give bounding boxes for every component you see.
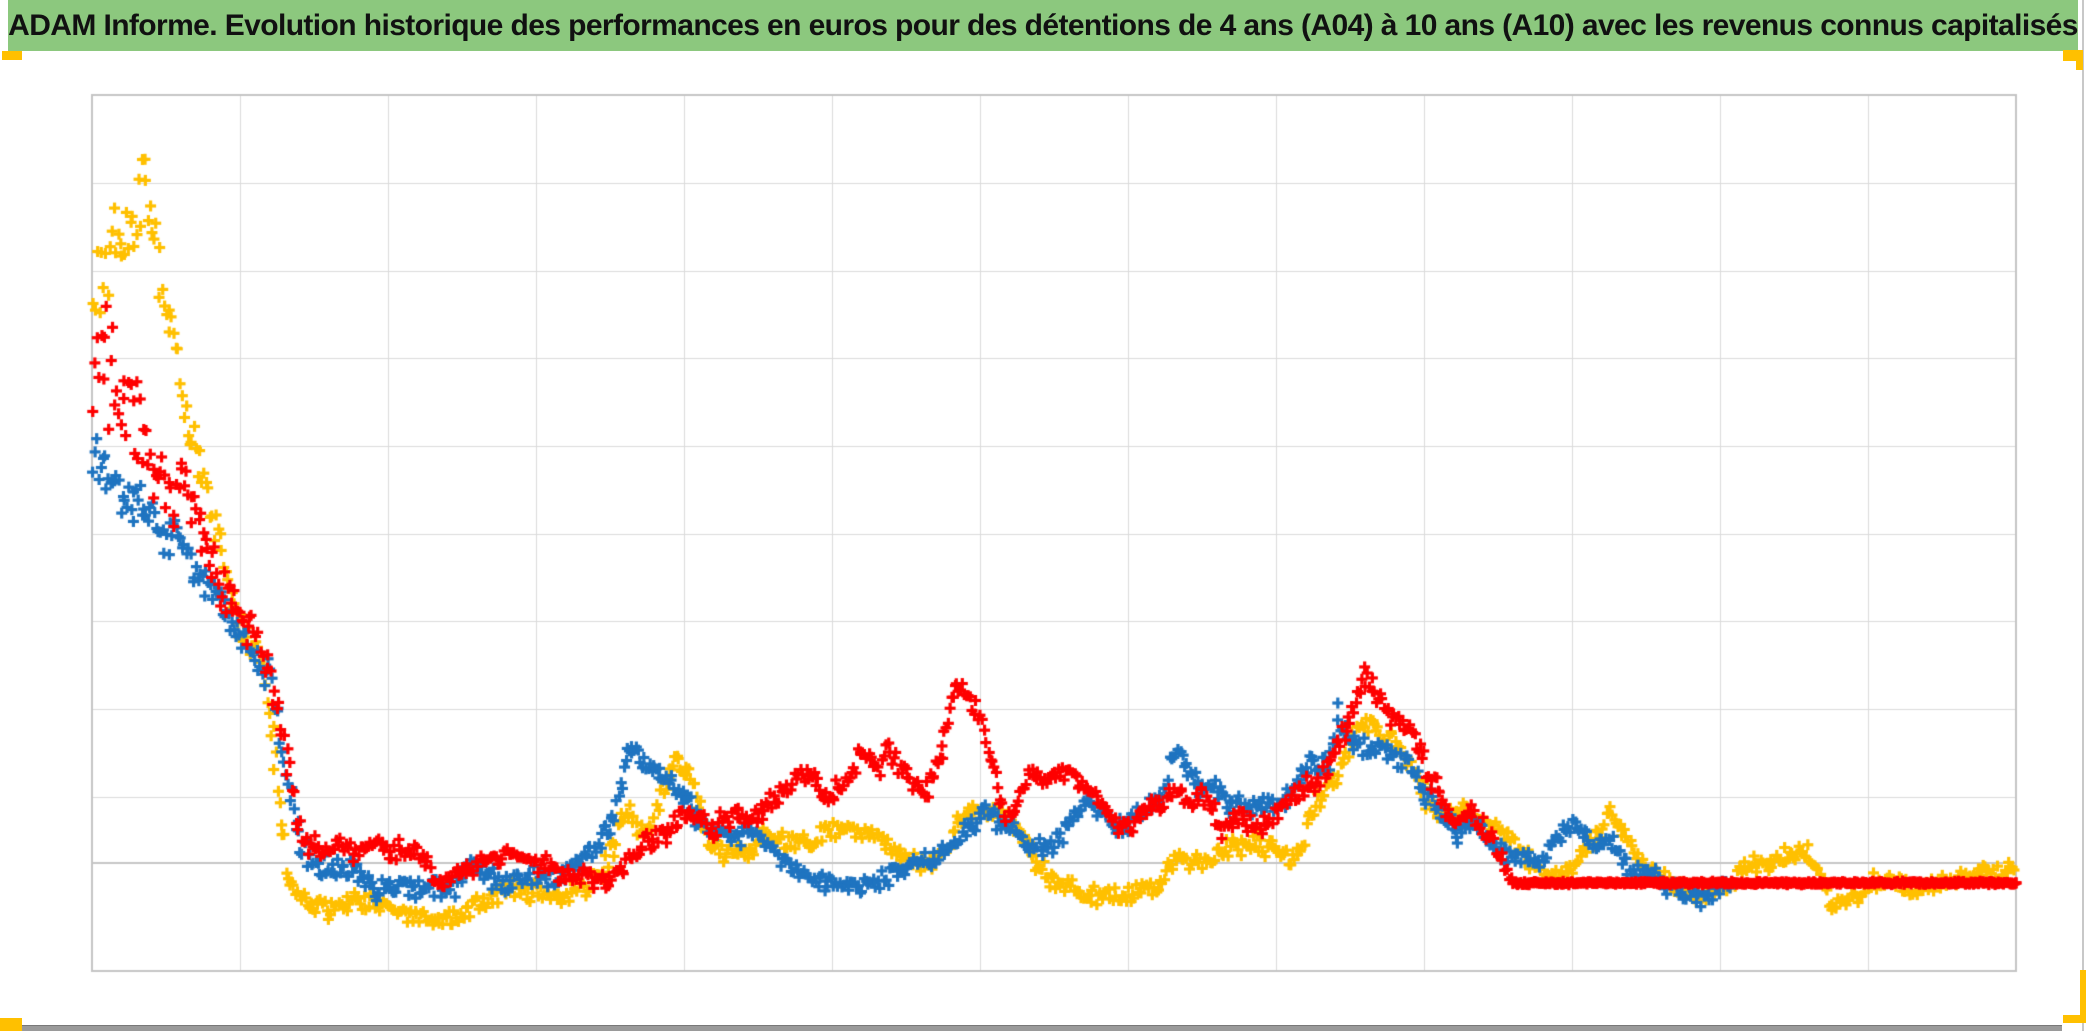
corner-accent-bottom-right-leg [2080, 970, 2086, 1022]
chart-title-bar[interactable]: ADAM Informe. Evolution historique des p… [8, 0, 2078, 51]
corner-accent-bottom-left [0, 1018, 22, 1031]
corner-accent-top-left [2, 51, 22, 60]
page-title: ADAM Informe. Evolution historique des p… [8, 8, 2078, 42]
corner-accent-top-right-bar [2063, 50, 2083, 61]
corner-accent-top-right-leg [2076, 50, 2083, 70]
bottom-window-bar [0, 1025, 2062, 1031]
corner-accent-bottom-right-foot [2063, 1015, 2086, 1023]
